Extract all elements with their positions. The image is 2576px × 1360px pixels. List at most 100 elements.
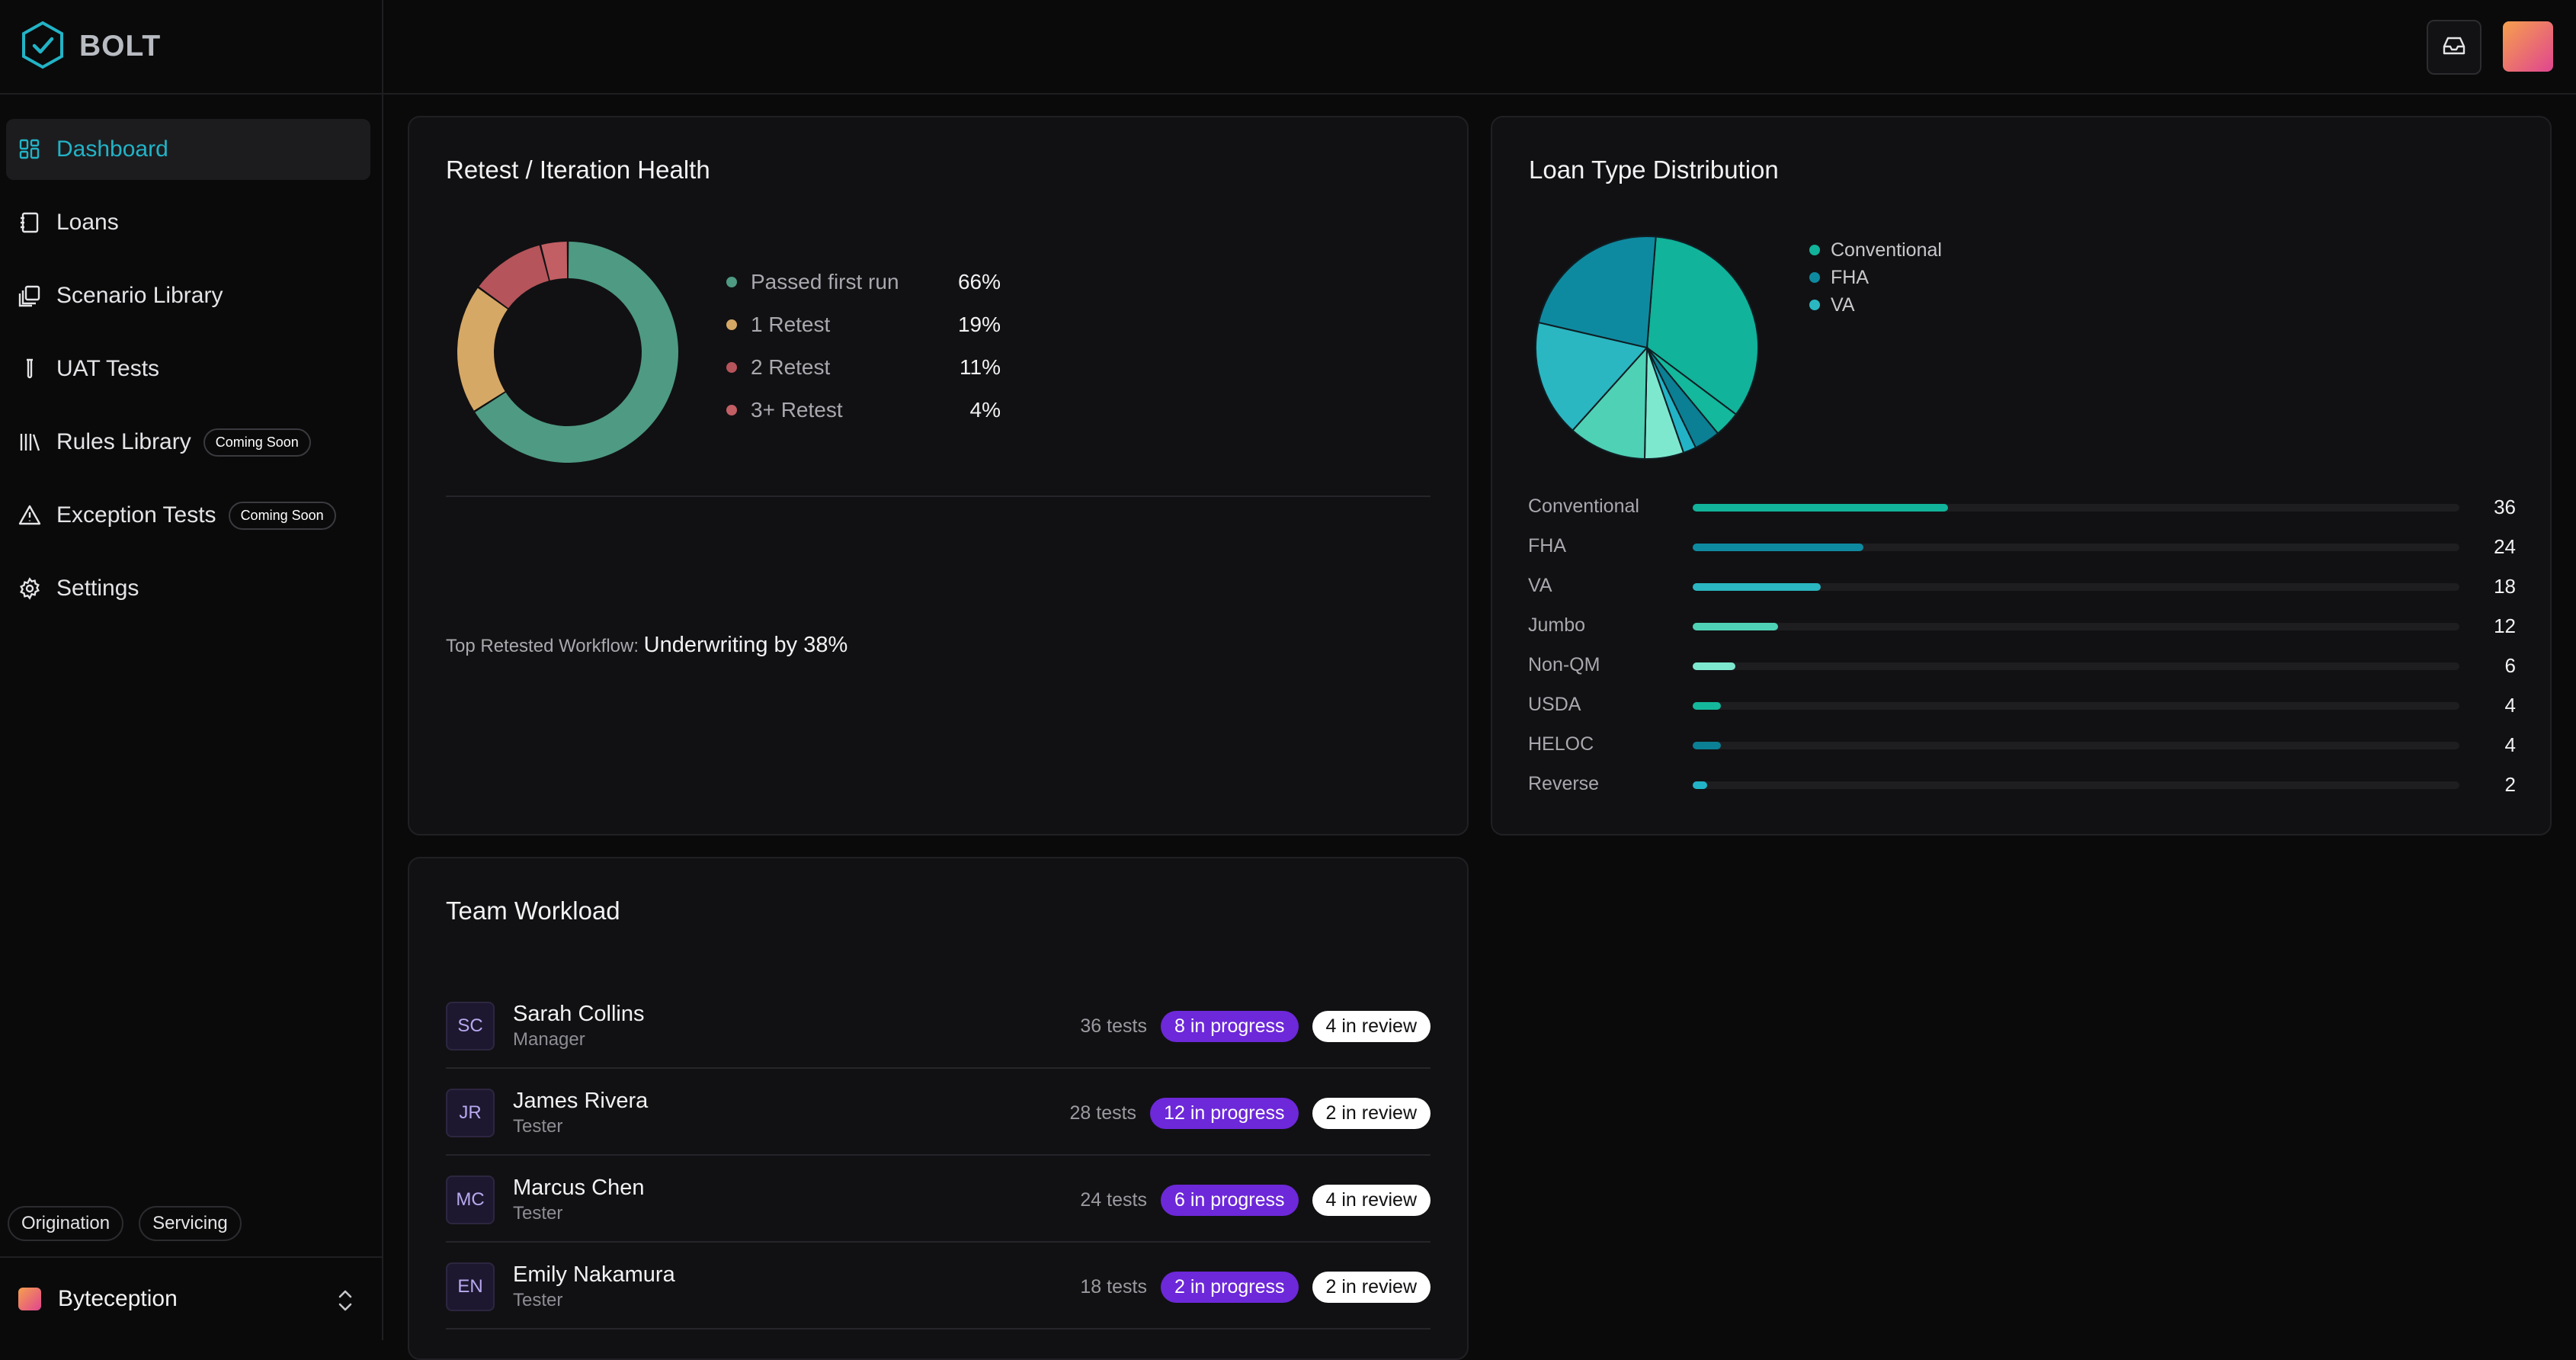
loan-type-row: HELOC 4 [1528, 729, 2516, 759]
donut-slice [479, 245, 549, 309]
loan-type-bar [1693, 583, 1821, 591]
team-member-row[interactable]: MC Marcus Chen Tester 24 tests 6 in progress… [446, 1156, 1431, 1243]
org-name: Byteception [58, 1286, 178, 1311]
member-test-count: 36 tests [1080, 1015, 1147, 1037]
sidebar-item-label: Loans [56, 210, 119, 235]
member-role: Tester [513, 1203, 563, 1224]
sidebar-item-label: UAT Tests [56, 356, 160, 381]
legend-item: FHA [1809, 264, 1942, 291]
member-name: James Rivera [513, 1089, 649, 1113]
loan-type-row: Conventional 36 [1528, 491, 2516, 521]
org-switcher[interactable]: Byteception [0, 1256, 382, 1340]
sidebar: BOLT Dashboard Loans Scenario Library UA… [0, 0, 383, 1340]
legend-swatch [1809, 300, 1820, 310]
in-progress-badge: 8 in progress [1160, 1011, 1299, 1042]
donut-slice [457, 287, 508, 411]
donut-slice [541, 242, 568, 281]
sidebar-item-scenario-library[interactable]: Scenario Library [6, 265, 370, 326]
loan-type-bar [1693, 504, 1949, 512]
brand[interactable]: BOLT [0, 0, 382, 95]
loan-type-bar [1693, 623, 1778, 630]
inbox-button[interactable] [2427, 20, 2481, 75]
card-title: Team Workload [446, 897, 620, 925]
loan-type-count: 2 [2504, 773, 2516, 796]
chevron-up-down-icon [336, 1288, 354, 1317]
team-workload-card: Team Workload SC Sarah Collins Manager 36 t… [408, 857, 1469, 1360]
loan-type-row: VA 18 [1528, 570, 2516, 601]
loan-type-count: 4 [2504, 694, 2516, 717]
user-avatar[interactable] [2503, 21, 2553, 72]
legend-label: Conventional [1831, 239, 1942, 261]
loan-type-label: USDA [1528, 694, 1581, 715]
legend-swatch [1809, 245, 1820, 255]
env-tag-servicing[interactable]: Servicing [139, 1206, 242, 1241]
loan-type-label: Reverse [1528, 773, 1600, 794]
sidebar-item-rules-library[interactable]: Rules Library Coming Soon [6, 412, 370, 473]
card-title: Loan Type Distribution [1529, 156, 1779, 184]
legend-item: Conventional [1809, 236, 1942, 264]
member-stats: 18 tests 2 in progress 2 in review [1080, 1272, 1431, 1303]
legend-swatch [1809, 272, 1820, 283]
loan-type-bar-track [1693, 544, 2459, 551]
retest-legend-item: 1 Retest 19% [726, 310, 1001, 340]
sidebar-item-label: Dashboard [56, 136, 168, 162]
pie-slice [1645, 236, 1759, 415]
team-member-row[interactable]: SC Sarah Collins Manager 36 tests 8 in progr… [446, 982, 1431, 1069]
legend-item: VA [1809, 291, 1942, 319]
loan-type-row: USDA 4 [1528, 689, 2516, 720]
in-review-badge: 4 in review [1312, 1185, 1431, 1216]
library-icon [18, 284, 41, 307]
legend-swatch [726, 277, 737, 287]
loan-type-distribution-card: Loan Type Distribution [1491, 116, 2552, 836]
loan-type-row: Reverse 2 [1528, 768, 2516, 799]
loan-type-label: Conventional [1528, 496, 1639, 517]
sidebar-item-dashboard[interactable]: Dashboard [6, 119, 370, 180]
member-role: Manager [513, 1029, 585, 1050]
legend-percent: 11% [960, 355, 1001, 379]
loan-type-count: 24 [2494, 535, 2516, 558]
member-test-count: 18 tests [1080, 1276, 1147, 1297]
sidebar-item-exception-tests[interactable]: Exception Tests Coming Soon [6, 485, 370, 546]
loan-type-label: VA [1528, 575, 1552, 596]
sidebar-item-label: Rules Library [56, 429, 191, 454]
loan-type-count: 36 [2494, 496, 2516, 518]
loan-type-count: 4 [2504, 733, 2516, 756]
loan-type-bar-track [1693, 702, 2459, 710]
loan-type-bar-track [1693, 781, 2459, 789]
brand-name: BOLT [79, 30, 162, 63]
loan-type-pie-chart [1535, 236, 1759, 460]
legend-swatch [726, 405, 737, 415]
legend-percent: 19% [957, 313, 1001, 336]
in-review-badge: 2 in review [1312, 1098, 1431, 1129]
member-stats: 36 tests 8 in progress 4 in review [1080, 1011, 1431, 1042]
loan-type-bar-track [1693, 504, 2459, 512]
loan-type-label: Non-QM [1528, 654, 1600, 675]
pie-slice [1572, 345, 1648, 460]
test-tube-icon [18, 358, 41, 380]
org-avatar [18, 1288, 41, 1310]
member-avatar: EN [446, 1262, 495, 1311]
sidebar-item-loans[interactable]: Loans [6, 192, 370, 253]
env-tag-origination[interactable]: Origination [8, 1206, 124, 1241]
member-test-count: 28 tests [1069, 1102, 1137, 1124]
legend-swatch [726, 362, 737, 373]
team-member-row[interactable]: EN Emily Nakamura Tester 18 tests 2 in progr… [446, 1243, 1431, 1330]
sidebar-item-settings[interactable]: Settings [6, 558, 370, 619]
loan-type-row: Non-QM 6 [1528, 650, 2516, 680]
sidebar-item-uat-tests[interactable]: UAT Tests [6, 338, 370, 399]
pie-legend: Conventional FHA VA [1809, 236, 1942, 319]
books-icon [18, 431, 41, 454]
member-avatar: MC [446, 1176, 495, 1224]
in-progress-badge: 2 in progress [1160, 1272, 1299, 1303]
loan-type-count: 6 [2504, 654, 2516, 677]
team-member-row[interactable]: JR James Rivera Tester 28 tests 12 in progre… [446, 1069, 1431, 1156]
loan-type-label: FHA [1528, 535, 1566, 557]
legend-percent: 66% [957, 270, 1001, 293]
member-role: Tester [513, 1116, 563, 1137]
member-name: Sarah Collins [513, 1002, 645, 1026]
loan-type-bar [1693, 702, 1722, 710]
loan-type-bar-track [1693, 662, 2459, 670]
dashboard-icon [18, 138, 41, 161]
in-progress-badge: 12 in progress [1150, 1098, 1299, 1129]
top-retested-label: Top Retested Workflow: [446, 636, 639, 656]
